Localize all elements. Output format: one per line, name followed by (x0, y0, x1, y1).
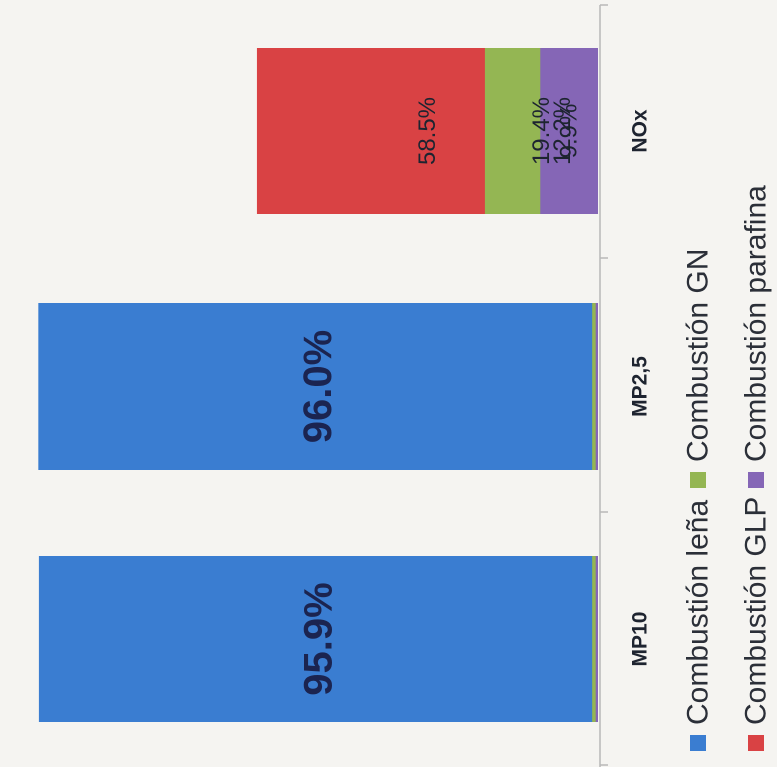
legend-label-combustion-glp: Combustión GLP (740, 497, 773, 725)
category-labels: MP10 MP2,5 NOx (629, 109, 652, 666)
legend: Combustión leña Combustión GLP Combustión … (682, 185, 773, 751)
bar-segment-mp2-5-combustion-gn (592, 303, 598, 470)
data-label-mp10-combustion-lena: 95.9% (296, 582, 340, 695)
bar-segment-mp10-combustion-lena (38, 556, 598, 722)
legend-swatch-combustion-parafina (748, 472, 764, 488)
data-label-nox-combustion-lena: 12.2% (549, 97, 576, 165)
bar-segment-nox-combustion-parafina (540, 48, 598, 214)
bar-segment-mp10-combustion-parafina (595, 556, 598, 722)
legend-item-combustion-lena: Combustión leña (682, 500, 715, 751)
bar-segment-mp2-5-combustion-lena (38, 303, 598, 470)
bar-segment-mp2-5-combustion-parafina (595, 303, 598, 470)
category-label-mp2-5: MP2,5 (629, 356, 652, 417)
legend-swatch-combustion-glp (748, 735, 764, 751)
bars (38, 48, 598, 722)
data-label-mp2-5-combustion-lena: 96.0% (296, 330, 340, 443)
segment-labels: 95.9% 96.0% 12.2% 58.5% 19.4% 9.9% (296, 97, 582, 696)
data-label-nox-combustion-gn: 19.4% (528, 97, 555, 165)
legend-swatch-combustion-gn (690, 472, 706, 488)
legend-label-combustion-parafina: Combustión parafina (740, 185, 773, 462)
legend-label-combustion-lena: Combustión leña (682, 500, 715, 725)
bar-segment-mp10-combustion-gn (592, 556, 598, 722)
legend-swatch-combustion-lena (690, 735, 706, 751)
axis-ticks (600, 4, 608, 766)
category-label-mp10: MP10 (629, 612, 652, 667)
legend-item-combustion-glp: Combustión GLP (740, 497, 773, 751)
legend-item-combustion-gn: Combustión GN (682, 249, 715, 488)
data-label-nox-combustion-parafina: 9.9% (556, 104, 583, 159)
data-label-nox-combustion-glp: 58.5% (414, 97, 441, 165)
category-label-nox: NOx (629, 109, 652, 153)
legend-label-combustion-gn: Combustión GN (682, 249, 715, 462)
legend-item-combustion-parafina: Combustión parafina (740, 185, 773, 488)
